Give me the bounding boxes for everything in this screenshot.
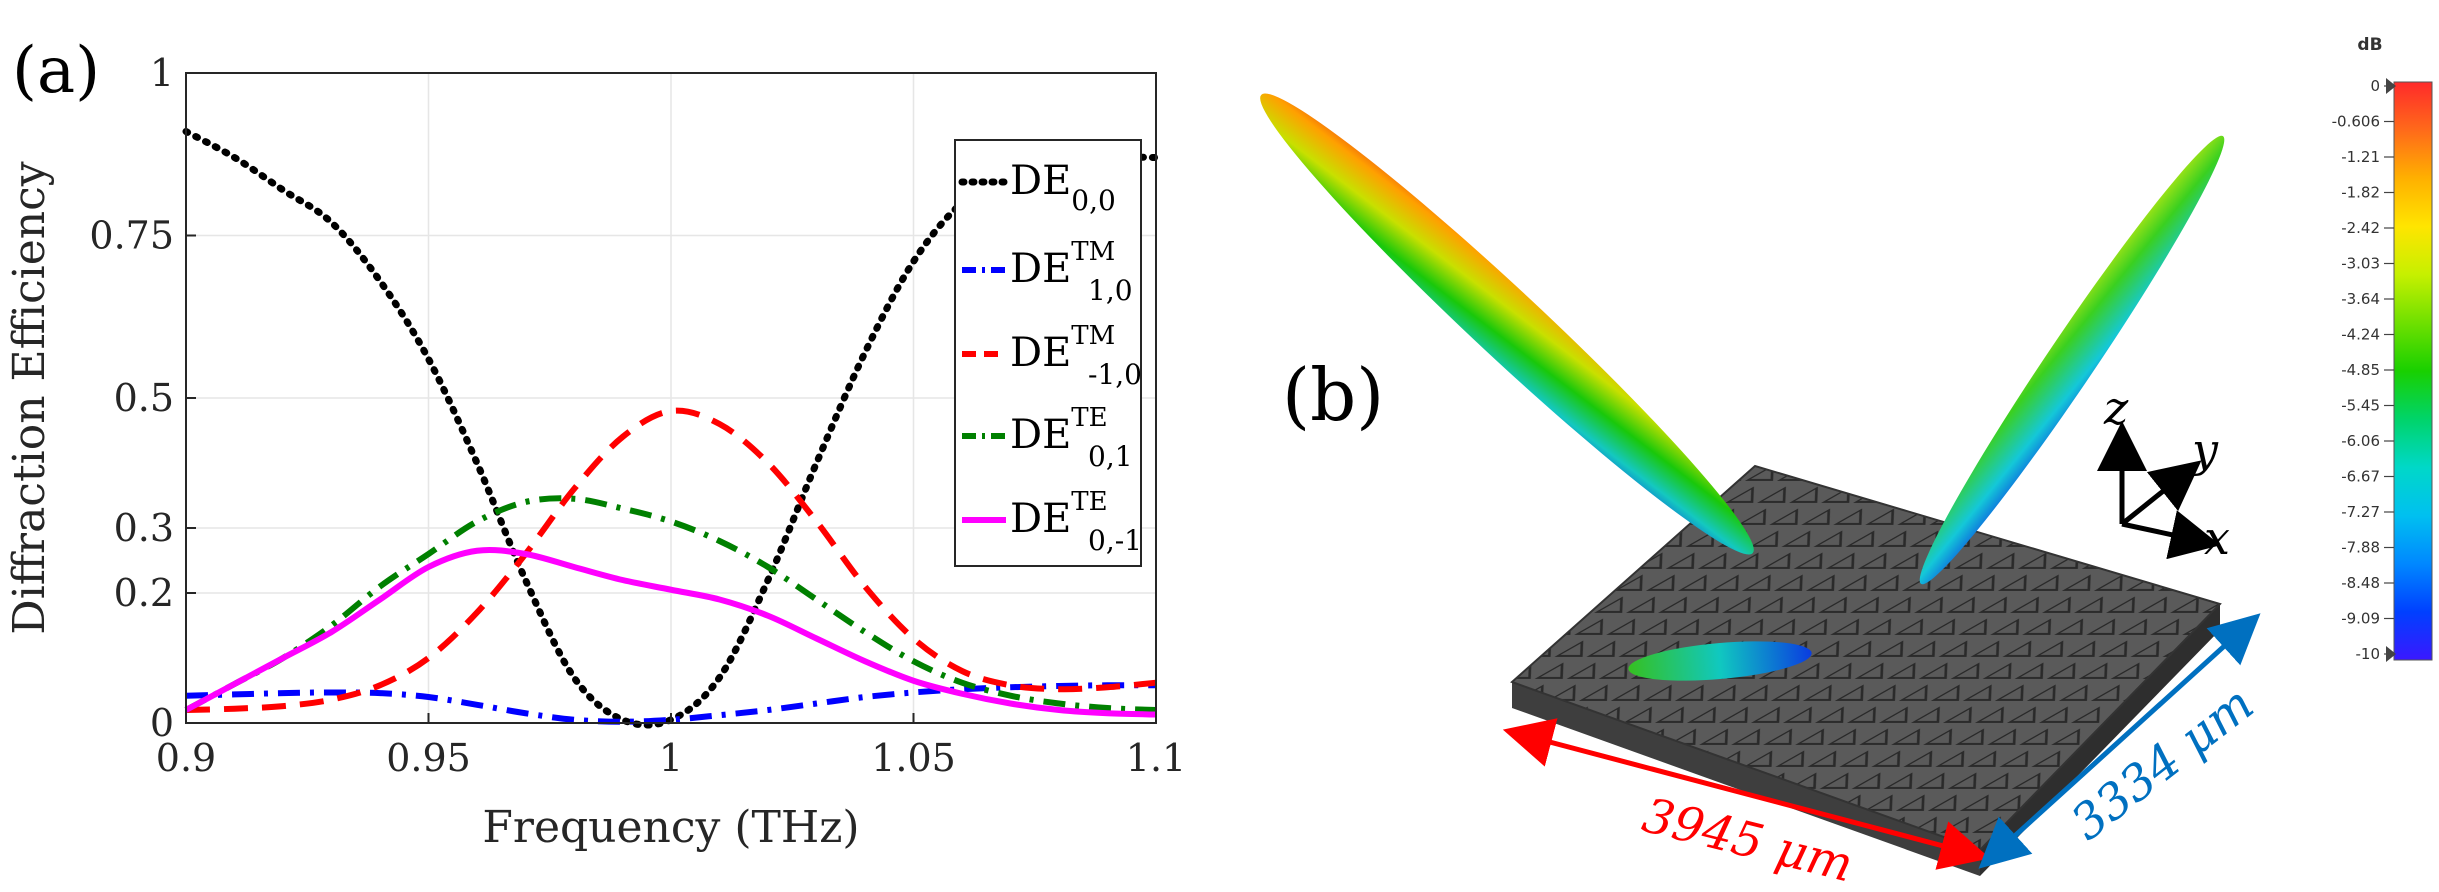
legend-label: DETE 0,1 <box>1010 403 1133 473</box>
radiation-pattern <box>1260 93 2225 681</box>
x-tick-label: 1.05 <box>871 736 956 780</box>
legend-sup: TM <box>1071 321 1115 351</box>
colorbar-tick-label: -10 <box>2356 645 2381 663</box>
x-axis-label: Frequency (THz) <box>482 802 859 853</box>
colorbar-top-marker <box>2386 78 2396 94</box>
colorbar-tick-label: -1.82 <box>2341 184 2380 202</box>
colorbar-tick-label: -3.64 <box>2341 290 2380 308</box>
colorbar-tick-label: 0 <box>2370 77 2380 95</box>
colorbar-tick-label: -1.21 <box>2341 148 2380 166</box>
legend-sub: 0,-1 <box>1088 524 1142 557</box>
legend-sub: -1,0 <box>1088 358 1142 391</box>
y-tick-label: 0.5 <box>114 376 174 420</box>
colorbar-bottom-marker <box>2386 646 2396 662</box>
colorbar-tick-label: -3.03 <box>2341 255 2380 273</box>
axis-z-label: z <box>2103 381 2129 435</box>
y-ticks: 0 0.2 0.3 0.5 0.75 1 <box>89 51 196 745</box>
colorbar-tick-label: -4.24 <box>2341 326 2380 344</box>
x-tick-label: 0.9 <box>156 736 216 780</box>
y-tick-label: 0.2 <box>114 571 174 615</box>
legend-sup: TE <box>1071 403 1107 433</box>
colorbar-tick-label: -0.606 <box>2332 113 2380 131</box>
axis-y-label: y <box>2190 423 2219 477</box>
legend-sup: TE <box>1071 487 1107 517</box>
panel-b-label: (b) <box>1282 353 1384 437</box>
series-line <box>185 407 1157 713</box>
coordinate-axes: z y x <box>2097 381 2230 565</box>
legend-sub: 0,1 <box>1088 440 1133 473</box>
colorbar-ticks: 0 -0.606 -1.21 -1.82 -2.42 -3.03 -3.64 -4.24 -4.… <box>2332 77 2396 663</box>
legend-sub: 0,0 <box>1071 184 1116 217</box>
legend-sub: 1,0 <box>1088 274 1133 307</box>
y-tick-label: 1 <box>150 51 174 95</box>
colorbar-tick-label: -5.45 <box>2341 397 2380 415</box>
legend-label: DETE 0,-1 <box>1010 487 1142 557</box>
y-tick-label: 0 <box>150 701 174 745</box>
y-axis-label: Diffraction Efficiency <box>4 161 55 634</box>
x-tick-label: 1 <box>659 736 683 780</box>
legend-sup: TM <box>1071 237 1115 267</box>
legend-label: DETM -1,0 <box>1010 321 1142 391</box>
axis-x-label: x <box>2204 511 2230 565</box>
y-tick-label: 0.3 <box>114 506 174 550</box>
colorbar-tick-label: -7.27 <box>2341 503 2380 521</box>
colorbar-tick-label: -9.09 <box>2341 610 2380 628</box>
x-tick-label: 1.1 <box>1126 736 1186 780</box>
colorbar: dB 0 -0.606 -1.21 -1.82 -2.42 -3.03 -3.64 -4.24… <box>2332 35 2433 663</box>
legend-label: DE0,0 <box>1010 158 1116 217</box>
series-line <box>184 546 1157 718</box>
series-line <box>184 495 1157 713</box>
x-tick-label: 0.95 <box>386 736 471 780</box>
colorbar-tick-label: -7.88 <box>2341 539 2380 557</box>
colorbar-unit: dB <box>2357 35 2382 55</box>
y-tick-label: 0.75 <box>89 214 174 258</box>
colorbar-tick-label: -6.67 <box>2341 468 2380 486</box>
colorbar-tick-label: -2.42 <box>2341 219 2380 237</box>
colorbar-tick-label: -6.06 <box>2341 432 2380 450</box>
colorbar-tick-label: -8.48 <box>2341 574 2380 592</box>
panel-a-label: (a) <box>12 34 100 108</box>
colorbar-tick-label: -4.85 <box>2341 361 2380 379</box>
legend-label: DETM 1,0 <box>1010 237 1133 307</box>
x-ticks: 0.9 0.95 1 1.05 1.1 <box>156 713 1186 780</box>
series-line <box>185 682 1157 725</box>
